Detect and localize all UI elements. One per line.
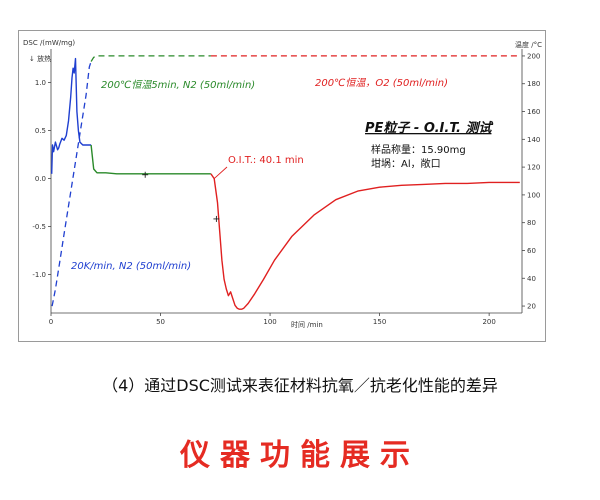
oit-leader-line <box>213 166 228 179</box>
x-tick-label: 200 <box>482 318 495 326</box>
y-left-tick-label: 0.5 <box>35 127 46 135</box>
annotation-oit: O.I.T.: 40.1 min <box>228 155 304 166</box>
figure-caption: （4）通过DSC测试来表征材料抗氧／抗老化性能的差异 <box>102 376 498 395</box>
annotation-isothermal-o2: 200℃恒温，O2 (50ml/min) <box>315 77 448 89</box>
y-right-tick-label: 120 <box>527 164 540 172</box>
y-right-tick-label: 60 <box>527 247 536 255</box>
banner-title: 仪器功能展示 <box>180 438 420 473</box>
y-right-tick-label: 80 <box>527 219 536 227</box>
y-left-tick-label: -0.5 <box>32 223 46 231</box>
series-heating <box>51 57 92 174</box>
y-left-axis-label: DSC /(mW/mg) <box>23 39 75 47</box>
x-tick-label: 0 <box>49 318 53 326</box>
annotation-isothermal-n2: 200℃恒温5min, N2 (50ml/min) <box>101 79 255 91</box>
series-temperature-ramp <box>51 61 92 307</box>
y-right-tick-label: 180 <box>527 80 540 88</box>
y-left-tick-label: -1.0 <box>32 271 46 279</box>
series-layer <box>51 55 520 310</box>
y-left-tick-label: 0.0 <box>35 175 46 183</box>
y-right-tick-label: 40 <box>527 275 536 283</box>
y-right-tick-label: 200 <box>527 52 540 60</box>
x-tick-label: 100 <box>263 318 276 326</box>
x-axis-label: 时间 /min <box>291 320 323 329</box>
axes: 0 50 100 150 200 1.0 0.5 0.0 -0.5 -1.0 20 40 60 80 100… <box>32 49 540 326</box>
y-right-tick-label: 140 <box>527 136 540 144</box>
y-right-tick-label: 160 <box>527 108 540 116</box>
exotherm-label: ↓ 放热 <box>29 54 51 63</box>
dsc-chart-panel: 0 50 100 150 200 1.0 0.5 0.0 -0.5 -1.0 20 40 60 80 100… <box>18 30 546 342</box>
crucible-info: 坩埚：Al，敞口 <box>371 157 441 170</box>
sample-mass: 样品称量：15.90mg <box>371 143 466 156</box>
y-right-axis-label: 温度 /°C <box>515 40 542 49</box>
y-left-tick-label: 1.0 <box>35 79 46 87</box>
marker-layer <box>142 166 228 222</box>
series-o2-isothermal <box>210 173 520 310</box>
y-right-tick-label: 100 <box>527 191 540 199</box>
series-n2-isothermal <box>90 144 211 175</box>
x-tick-label: 50 <box>156 318 165 326</box>
annotation-ramp: 20K/min, N2 (50ml/min) <box>71 261 191 272</box>
y-right-tick-label: 20 <box>527 303 536 311</box>
dsc-chart: 0 50 100 150 200 1.0 0.5 0.0 -0.5 -1.0 20 40 60 80 100… <box>23 39 542 329</box>
chart-title: PE粒子 - O.I.T. 测试 <box>365 120 493 136</box>
x-tick-label: 150 <box>373 318 386 326</box>
series-temperature-isothermal-n2 <box>90 55 211 62</box>
